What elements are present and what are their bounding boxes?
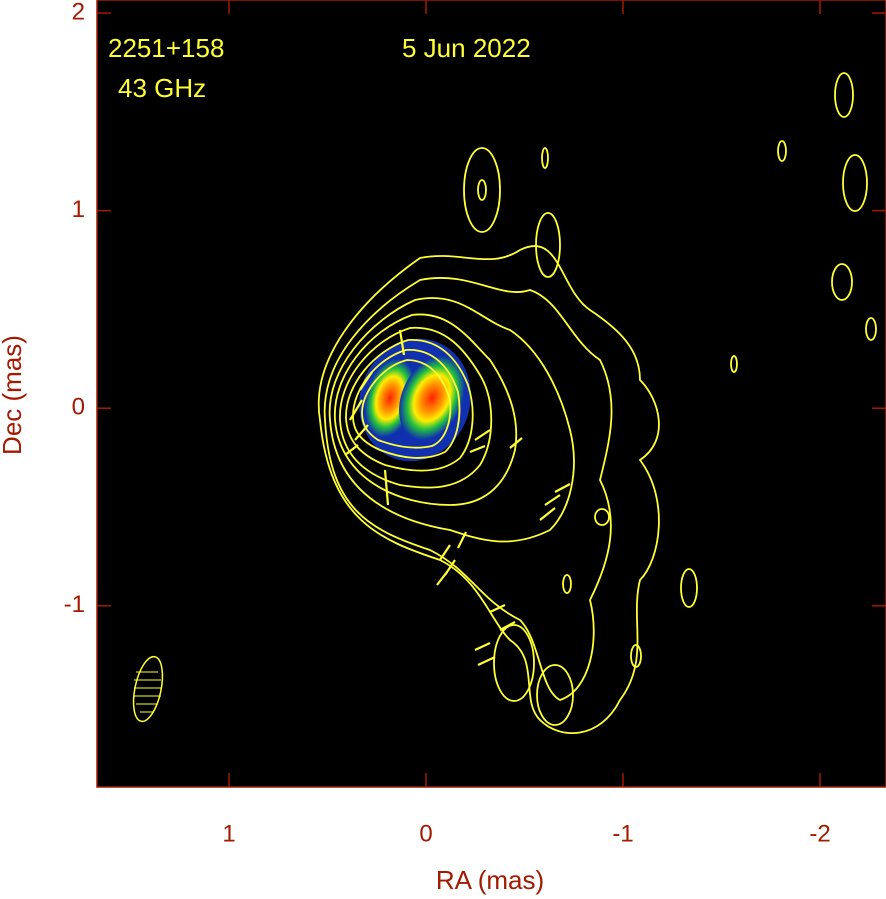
y-tick-label: 0 — [72, 394, 85, 421]
epoch: 5 Jun 2022 — [402, 33, 531, 63]
contours — [317, 72, 877, 734]
intensity-component — [399, 356, 465, 440]
contour — [777, 140, 787, 162]
contour — [477, 179, 487, 201]
contour — [345, 339, 474, 472]
contour — [730, 355, 738, 373]
contour — [352, 349, 461, 459]
contour — [536, 664, 574, 726]
frequency: 43 GHz — [118, 73, 206, 103]
contour — [334, 313, 518, 506]
polarization-ticks — [344, 329, 571, 666]
contour — [463, 147, 501, 233]
contour — [317, 245, 660, 734]
contour — [594, 508, 610, 526]
y-tick-label: 1 — [72, 196, 85, 223]
contour — [865, 317, 877, 341]
source-name: 2251+158 — [108, 33, 224, 63]
contour — [361, 359, 452, 449]
contour — [834, 72, 854, 118]
x-tick-label: -1 — [612, 820, 633, 847]
contour — [493, 624, 535, 702]
contour — [328, 297, 575, 543]
contour — [831, 263, 853, 301]
x-tick-label: -2 — [809, 820, 830, 847]
beam — [132, 655, 164, 723]
contour — [680, 568, 698, 608]
y-tick-label: -1 — [64, 591, 85, 618]
x-tick-label: 0 — [419, 820, 432, 847]
contour — [562, 574, 572, 594]
plot-area — [96, 0, 886, 788]
contour — [535, 212, 561, 278]
y-axis-label: Dec (mas) — [0, 335, 27, 455]
contour — [842, 154, 868, 212]
map — [317, 72, 877, 734]
x-axis-label: RA (mas) — [436, 865, 544, 895]
x-tick-label: 1 — [222, 820, 235, 847]
contour — [541, 147, 549, 169]
contour — [630, 644, 642, 668]
y-tick-label: 2 — [72, 0, 85, 25]
contour — [323, 277, 613, 701]
